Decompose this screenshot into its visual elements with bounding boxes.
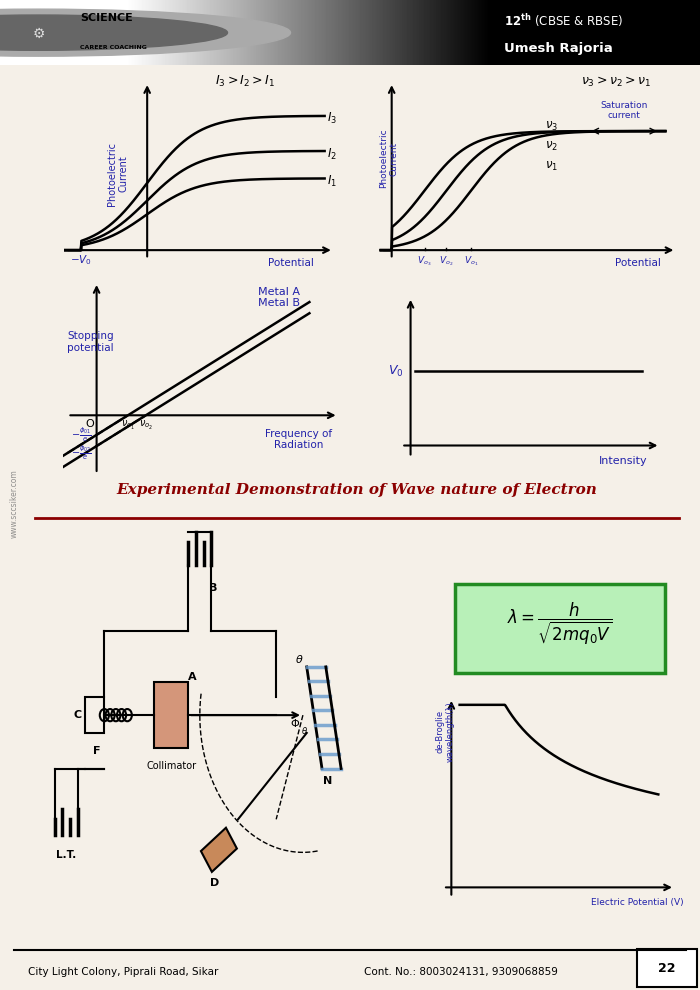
Text: CAREER COACHING: CAREER COACHING bbox=[80, 45, 148, 50]
Circle shape bbox=[0, 9, 290, 56]
Text: $I_1$: $I_1$ bbox=[327, 174, 337, 189]
Text: Electric Potential (V): Electric Potential (V) bbox=[592, 898, 684, 907]
Text: A: A bbox=[188, 672, 197, 682]
FancyBboxPatch shape bbox=[637, 948, 696, 987]
Text: $V_0$: $V_0$ bbox=[388, 363, 404, 379]
Bar bbox=[85, 697, 104, 733]
Text: $I_2$: $I_2$ bbox=[327, 147, 337, 161]
Text: $\theta$: $\theta$ bbox=[295, 653, 303, 665]
Text: Photoelectric
Current: Photoelectric Current bbox=[107, 142, 128, 206]
Text: $-\frac{\phi_{02}}{e}$: $-\frac{\phi_{02}}{e}$ bbox=[71, 444, 92, 461]
Text: Potential: Potential bbox=[615, 257, 661, 267]
Text: B: B bbox=[209, 583, 218, 593]
Text: SCIENCE: SCIENCE bbox=[80, 13, 133, 24]
Text: Intensity: Intensity bbox=[599, 455, 648, 466]
Polygon shape bbox=[201, 828, 237, 872]
Circle shape bbox=[0, 15, 228, 50]
Text: Saturation
current: Saturation current bbox=[601, 101, 648, 121]
Text: $\nu_{o_2}$: $\nu_{o_2}$ bbox=[139, 420, 153, 433]
Text: $I_3 > I_2 > I_1$: $I_3 > I_2 > I_1$ bbox=[215, 74, 275, 89]
Text: Metal B: Metal B bbox=[258, 298, 300, 308]
Text: Photoelectric
Current: Photoelectric Current bbox=[379, 129, 398, 188]
Text: $\nu_2$: $\nu_2$ bbox=[545, 140, 558, 152]
Text: $\nu_3$: $\nu_3$ bbox=[545, 120, 558, 133]
Text: $\theta$: $\theta$ bbox=[301, 725, 308, 736]
Text: N: N bbox=[323, 776, 332, 786]
Text: O: O bbox=[85, 420, 94, 430]
Text: D: D bbox=[211, 878, 220, 888]
Text: $\nu_1$: $\nu_1$ bbox=[545, 159, 558, 172]
Text: de-Broglie
wavelength(λ): de-Broglie wavelength(λ) bbox=[435, 702, 455, 762]
Text: Stopping
potential: Stopping potential bbox=[67, 332, 114, 352]
Text: C: C bbox=[74, 710, 82, 720]
Text: Umesh Rajoria: Umesh Rajoria bbox=[504, 42, 612, 54]
Text: $-V_0$: $-V_0$ bbox=[70, 253, 92, 267]
Text: Frequency of
Radiation: Frequency of Radiation bbox=[265, 429, 332, 450]
Text: Experimental Demonstration of Wave nature of Electron: Experimental Demonstration of Wave natur… bbox=[117, 483, 597, 497]
Bar bbox=[154, 682, 188, 748]
Text: 22: 22 bbox=[658, 961, 676, 974]
Text: Cont. No.: 8003024131, 9309068859: Cont. No.: 8003024131, 9309068859 bbox=[364, 967, 558, 977]
Text: ⚙: ⚙ bbox=[32, 27, 45, 41]
FancyBboxPatch shape bbox=[455, 584, 665, 673]
Text: $V_{o_2}$: $V_{o_2}$ bbox=[439, 254, 454, 267]
Text: $I_3$: $I_3$ bbox=[327, 111, 337, 127]
Text: City Light Colony, Piprali Road, Sikar: City Light Colony, Piprali Road, Sikar bbox=[28, 967, 218, 977]
Bar bbox=[0, 0, 126, 65]
Text: $\Phi$: $\Phi$ bbox=[290, 717, 300, 729]
Text: $\nu_3 > \nu_2 > \nu_1$: $\nu_3 > \nu_2 > \nu_1$ bbox=[581, 75, 651, 89]
Bar bbox=[490, 0, 700, 65]
Text: F: F bbox=[93, 745, 101, 755]
Text: www.sccsiker.com: www.sccsiker.com bbox=[10, 469, 18, 539]
Text: $\mathbf{12^{th}}$ (CBSE & RBSE): $\mathbf{12^{th}}$ (CBSE & RBSE) bbox=[504, 13, 624, 30]
Text: $-\frac{\phi_{01}}{e}$: $-\frac{\phi_{01}}{e}$ bbox=[71, 426, 92, 444]
Text: Potential: Potential bbox=[267, 257, 314, 267]
Text: $V_{o_3}$: $V_{o_3}$ bbox=[417, 254, 432, 267]
Text: $V_{o_1}$: $V_{o_1}$ bbox=[464, 254, 478, 267]
Text: $\nu_{o_1}$: $\nu_{o_1}$ bbox=[121, 420, 135, 433]
Text: $\lambda = \dfrac{h}{\sqrt{2mq_0V}}$: $\lambda = \dfrac{h}{\sqrt{2mq_0V}}$ bbox=[508, 601, 612, 646]
Text: L.T.: L.T. bbox=[56, 849, 76, 860]
Text: Collimator: Collimator bbox=[146, 761, 196, 771]
Text: Metal A: Metal A bbox=[258, 287, 300, 297]
